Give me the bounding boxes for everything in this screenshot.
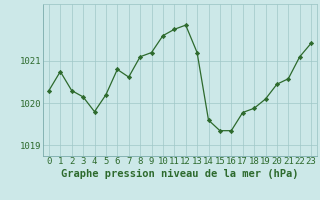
- X-axis label: Graphe pression niveau de la mer (hPa): Graphe pression niveau de la mer (hPa): [61, 169, 299, 179]
